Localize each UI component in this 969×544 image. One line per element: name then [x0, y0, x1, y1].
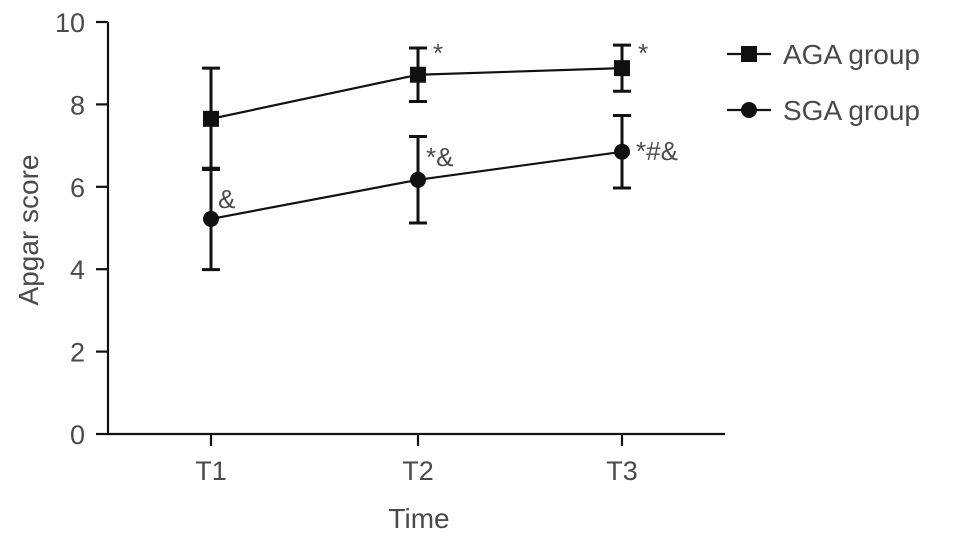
significance-annotation: *#&: [636, 136, 678, 166]
x-axis-title: Time: [388, 503, 449, 534]
legend-marker-circle: [741, 102, 757, 118]
y-tick-label: 2: [70, 338, 85, 368]
significance-annotation: &: [218, 184, 235, 214]
y-axis-title: Apgar score: [13, 155, 44, 306]
data-point-circle: [614, 143, 630, 160]
legend-marker-square: [741, 46, 757, 62]
significance-annotation: *&: [426, 142, 453, 172]
y-tick-label: 10: [55, 8, 85, 38]
y-ticks: 0 2 4 6 8 10: [55, 8, 108, 450]
data-point-square: [410, 66, 426, 83]
x-tick-label: T1: [195, 456, 227, 486]
x-tick-label: T3: [606, 456, 638, 486]
significance-annotation: *: [638, 38, 648, 68]
data-point-square: [203, 110, 219, 127]
axes: [106, 22, 725, 436]
x-ticks: T1 T2 T3: [195, 434, 638, 486]
legend-item-sga-group: SGA group: [727, 95, 920, 126]
significance-annotation: *: [433, 38, 443, 68]
series-sga-group: & *& *#&: [202, 114, 678, 272]
legend: AGA group SGA group: [727, 39, 920, 126]
legend-item-aga-group: AGA group: [727, 39, 920, 70]
legend-label: AGA group: [783, 39, 920, 70]
y-tick-label: 8: [70, 90, 85, 120]
data-point-circle: [203, 210, 219, 227]
y-tick-label: 6: [70, 173, 85, 203]
y-tick-label: 4: [70, 255, 85, 285]
legend-label: SGA group: [783, 95, 920, 126]
x-tick-label: T2: [402, 456, 434, 486]
data-point-square: [614, 60, 630, 77]
series-aga-group: * *: [202, 38, 648, 171]
series-layer: * *&*& *#&: [202, 38, 678, 272]
y-tick-label: 0: [70, 420, 85, 450]
data-point-circle: [410, 171, 426, 188]
